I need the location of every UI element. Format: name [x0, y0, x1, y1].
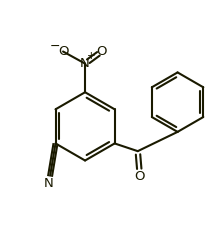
- Text: O: O: [96, 45, 107, 58]
- Text: N: N: [44, 177, 54, 190]
- Text: −: −: [50, 40, 61, 53]
- Text: O: O: [58, 45, 68, 58]
- Text: O: O: [134, 170, 145, 183]
- Text: N: N: [80, 57, 90, 70]
- Text: +: +: [87, 51, 95, 61]
